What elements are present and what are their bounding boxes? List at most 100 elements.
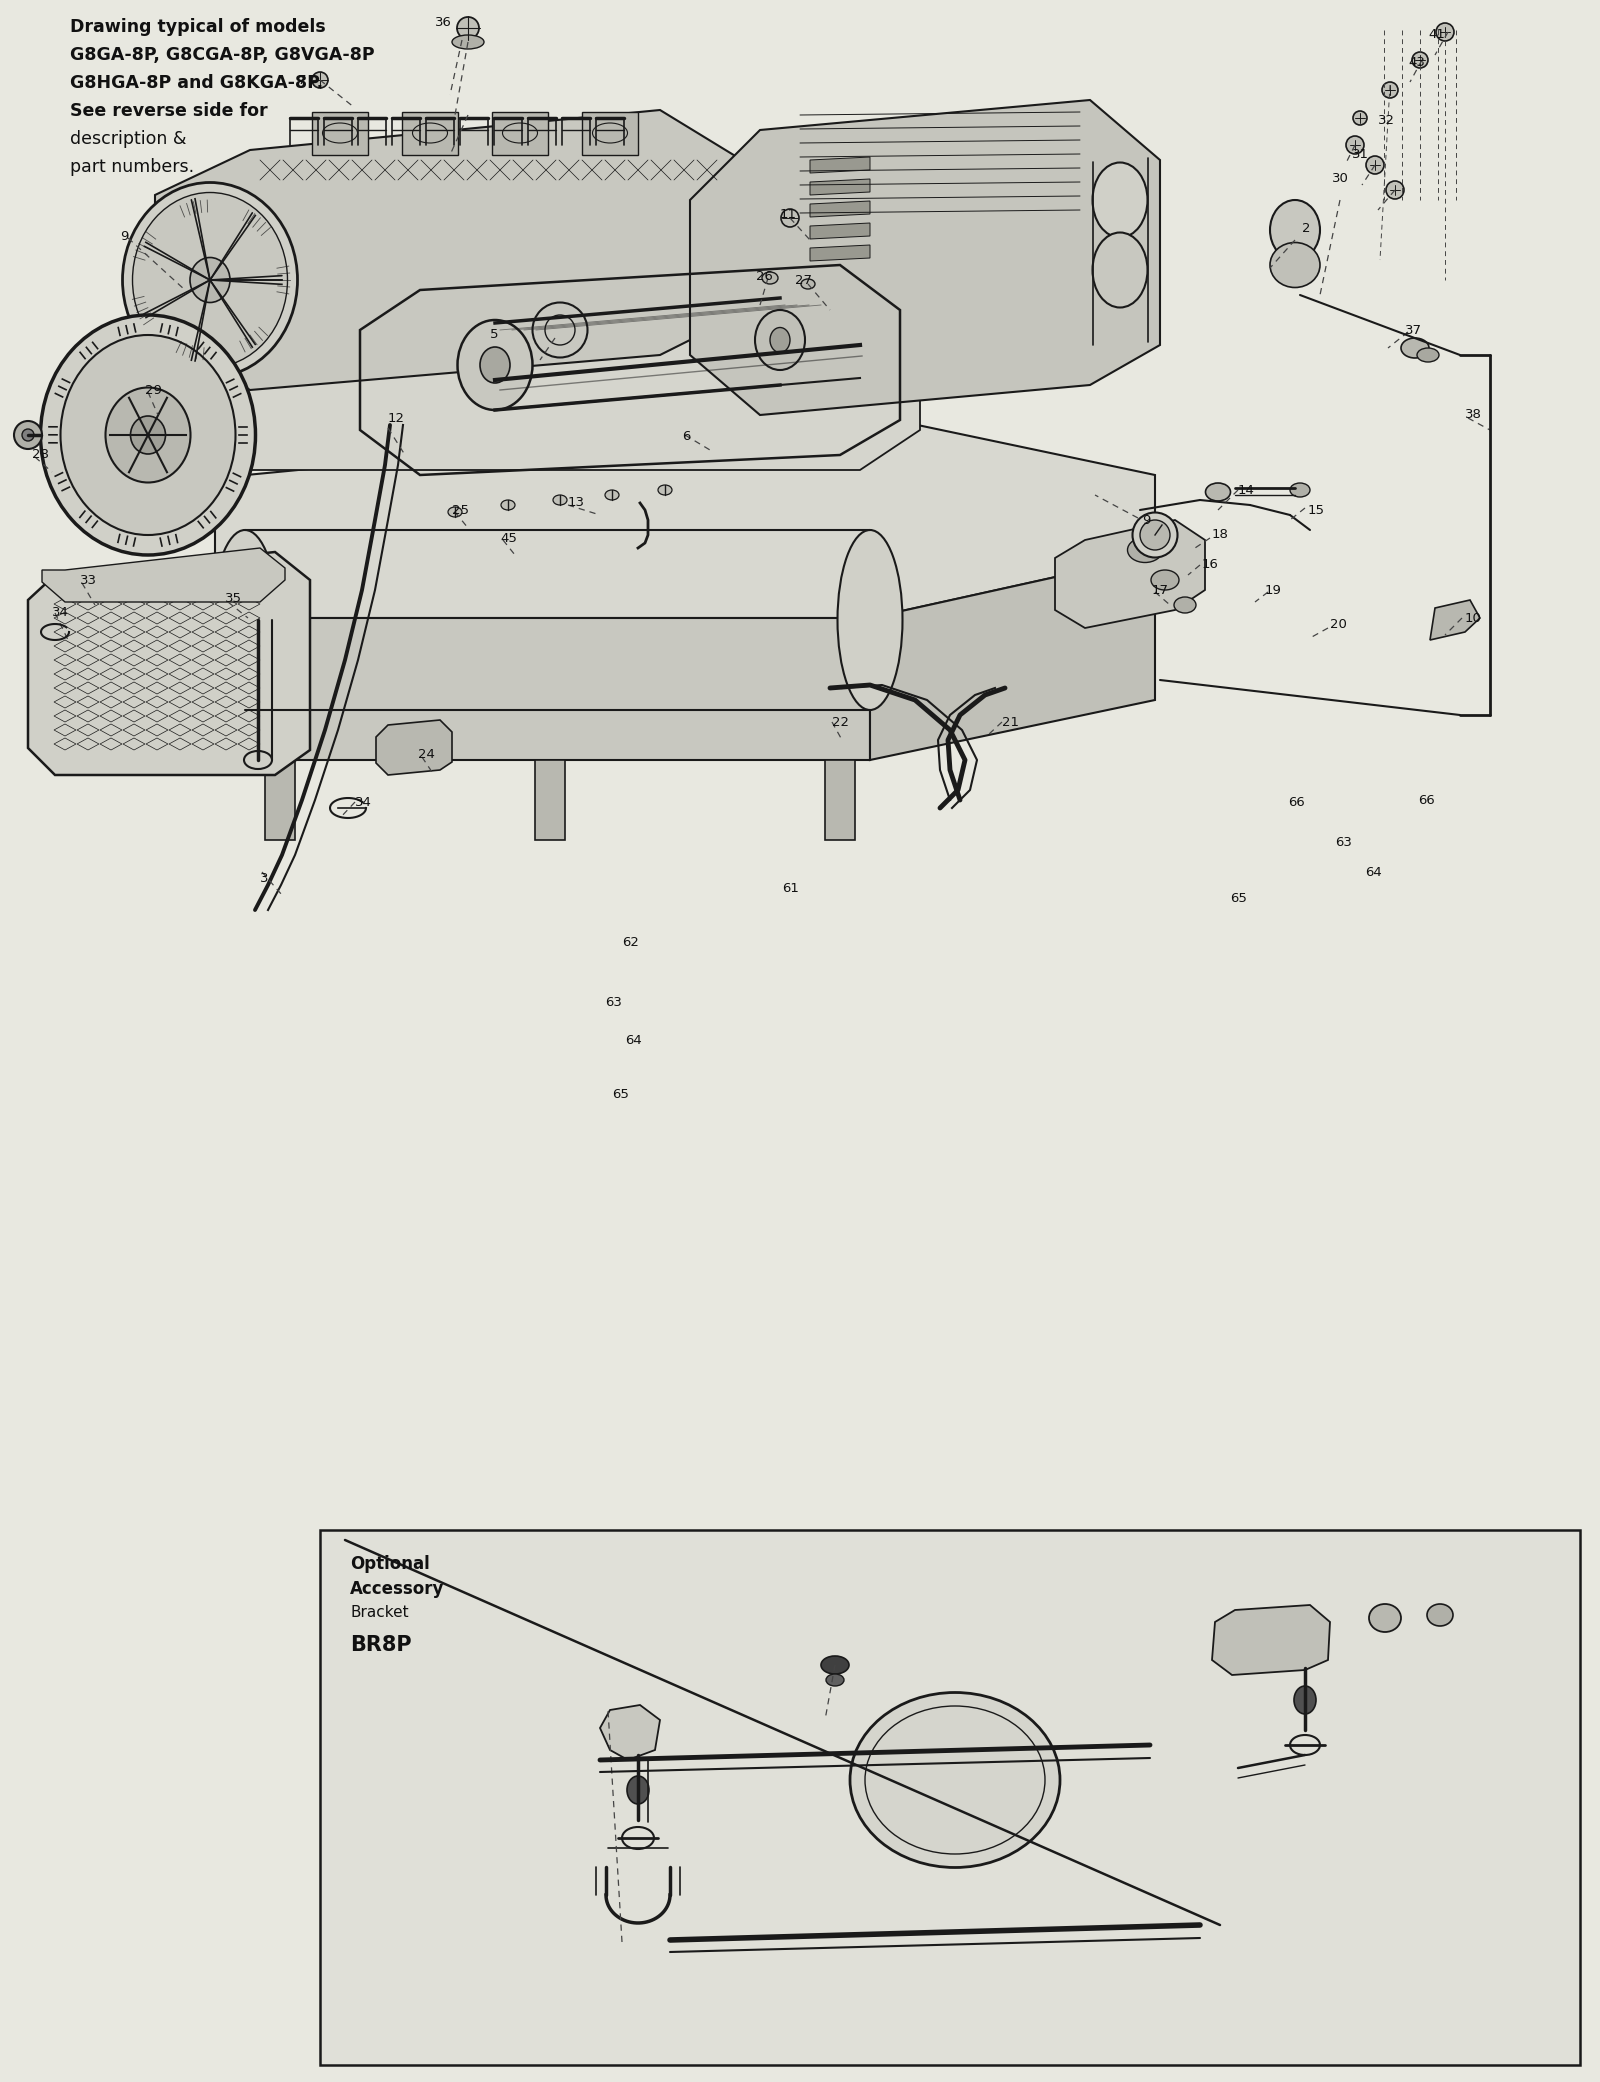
Ellipse shape: [627, 1776, 650, 1803]
Text: 66: 66: [1288, 795, 1304, 808]
Text: 65: 65: [611, 1089, 629, 1101]
Ellipse shape: [1402, 337, 1429, 358]
Text: G8GA-8P, G8CGA-8P, G8VGA-8P: G8GA-8P, G8CGA-8P, G8VGA-8P: [70, 46, 374, 65]
Text: 20: 20: [1330, 618, 1347, 631]
Ellipse shape: [1346, 135, 1363, 154]
Text: 5: 5: [490, 329, 499, 341]
Ellipse shape: [190, 258, 230, 302]
Text: 34: 34: [355, 795, 371, 808]
Ellipse shape: [755, 310, 805, 371]
Ellipse shape: [1205, 483, 1230, 502]
Ellipse shape: [458, 17, 478, 40]
Text: 25: 25: [453, 504, 469, 516]
Ellipse shape: [1386, 181, 1405, 200]
Text: description &: description &: [70, 129, 187, 148]
Text: G8HGA-8P and G8KGA-8P.: G8HGA-8P and G8KGA-8P.: [70, 75, 323, 92]
Ellipse shape: [123, 183, 298, 377]
Ellipse shape: [448, 508, 462, 516]
Ellipse shape: [106, 387, 190, 483]
Text: 28: 28: [32, 448, 50, 462]
Ellipse shape: [312, 73, 328, 87]
Polygon shape: [170, 250, 920, 471]
Text: 10: 10: [1466, 612, 1482, 625]
Ellipse shape: [61, 335, 235, 535]
Ellipse shape: [1413, 52, 1429, 69]
Text: 17: 17: [1152, 583, 1170, 598]
Text: 41: 41: [1429, 29, 1445, 42]
Text: 21: 21: [1002, 716, 1019, 729]
Ellipse shape: [1294, 1686, 1315, 1713]
Text: 38: 38: [1466, 408, 1482, 421]
Text: 9: 9: [120, 229, 128, 242]
Ellipse shape: [1290, 483, 1310, 498]
Polygon shape: [29, 552, 310, 775]
Ellipse shape: [1139, 520, 1170, 550]
Ellipse shape: [826, 1674, 845, 1686]
Polygon shape: [582, 112, 638, 154]
Text: Optional: Optional: [350, 1555, 430, 1574]
Polygon shape: [690, 100, 1160, 414]
Ellipse shape: [781, 208, 798, 227]
Ellipse shape: [1270, 200, 1320, 260]
Ellipse shape: [1418, 348, 1438, 362]
Text: 64: 64: [1365, 866, 1382, 879]
Ellipse shape: [658, 485, 672, 496]
Text: 9: 9: [1142, 514, 1150, 527]
Polygon shape: [810, 156, 870, 173]
Text: 43: 43: [1408, 56, 1426, 69]
Text: 12: 12: [387, 412, 405, 425]
Text: 65: 65: [1230, 891, 1246, 904]
Text: 6: 6: [682, 431, 690, 443]
Text: 63: 63: [605, 995, 622, 1008]
Ellipse shape: [213, 531, 277, 710]
Ellipse shape: [1128, 537, 1163, 562]
Ellipse shape: [1370, 1603, 1402, 1632]
Ellipse shape: [40, 314, 256, 556]
Ellipse shape: [14, 421, 42, 450]
Polygon shape: [810, 202, 870, 217]
Ellipse shape: [850, 1693, 1059, 1868]
Text: 15: 15: [1309, 504, 1325, 516]
Polygon shape: [376, 720, 453, 775]
Polygon shape: [493, 112, 547, 154]
Text: 37: 37: [1405, 323, 1422, 337]
Ellipse shape: [1093, 233, 1147, 308]
Text: 61: 61: [782, 881, 798, 895]
Text: Bracket: Bracket: [350, 1605, 408, 1620]
Text: 14: 14: [1238, 483, 1254, 496]
Text: 62: 62: [622, 935, 638, 949]
Text: 26: 26: [757, 269, 773, 283]
Text: Accessory: Accessory: [350, 1580, 445, 1599]
Text: See reverse side for: See reverse side for: [70, 102, 267, 121]
Text: BR8P: BR8P: [350, 1634, 411, 1655]
Text: 31: 31: [1352, 148, 1370, 162]
Polygon shape: [810, 246, 870, 260]
Ellipse shape: [762, 273, 778, 283]
Text: 45: 45: [499, 531, 517, 545]
Polygon shape: [402, 112, 458, 154]
Ellipse shape: [22, 429, 34, 441]
Polygon shape: [312, 112, 368, 154]
Text: 16: 16: [1202, 558, 1219, 570]
Ellipse shape: [802, 279, 814, 289]
Text: 19: 19: [1266, 583, 1282, 598]
Ellipse shape: [1366, 156, 1384, 175]
Ellipse shape: [501, 500, 515, 510]
Polygon shape: [826, 760, 854, 839]
Ellipse shape: [1354, 110, 1366, 125]
Ellipse shape: [821, 1655, 850, 1674]
Ellipse shape: [480, 348, 510, 383]
Polygon shape: [870, 556, 1155, 760]
Ellipse shape: [131, 416, 165, 454]
Polygon shape: [810, 179, 870, 196]
Polygon shape: [266, 760, 294, 839]
Text: 34: 34: [51, 606, 69, 618]
Text: 36: 36: [435, 15, 451, 29]
Ellipse shape: [837, 531, 902, 710]
Text: 22: 22: [832, 716, 850, 729]
Text: 18: 18: [1213, 529, 1229, 541]
Polygon shape: [600, 1705, 661, 1759]
Text: 63: 63: [1334, 835, 1352, 849]
Text: 30: 30: [1331, 171, 1349, 185]
Ellipse shape: [1427, 1603, 1453, 1626]
